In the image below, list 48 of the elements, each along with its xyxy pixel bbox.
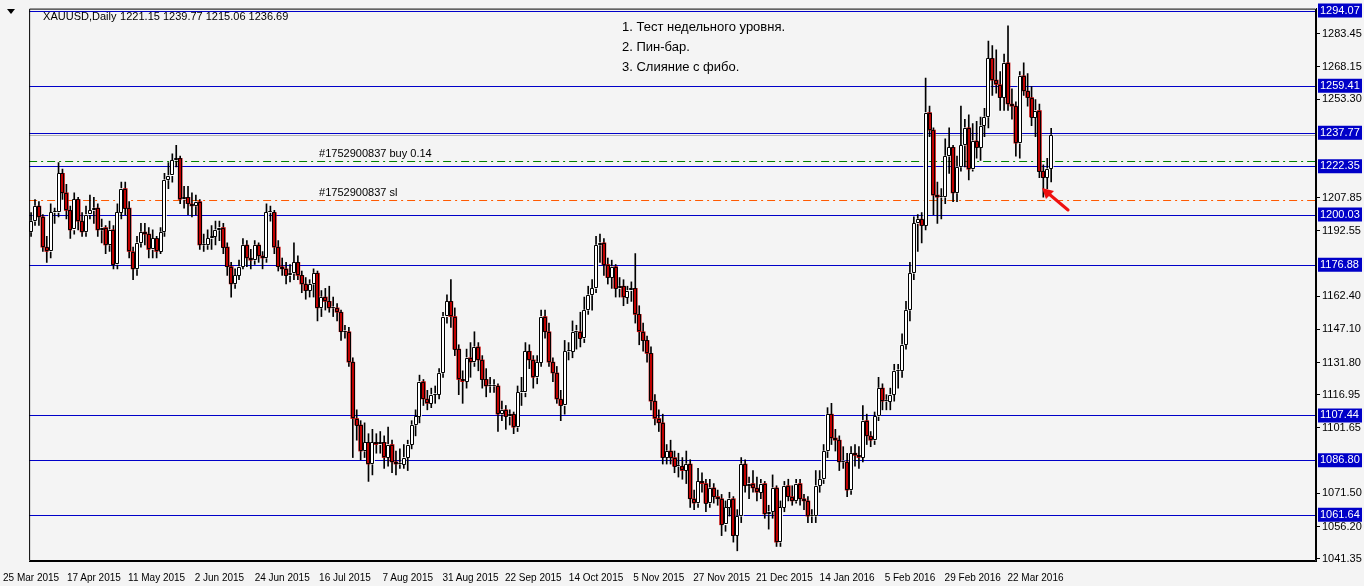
x-tick-label: 25 Mar 2015 <box>3 571 60 583</box>
x-tick-label: 5 Feb 2016 <box>884 571 936 583</box>
x-tick-label: 7 Aug 2015 <box>382 571 434 583</box>
ref-line-label: #1752900837 sl <box>319 186 398 199</box>
ref-line-label: 1222.35 <box>1320 159 1360 172</box>
ref-line-label: 1237.77 <box>1320 125 1360 138</box>
y-tick-label: 1207.85 <box>1322 190 1362 203</box>
annotation: 3. Слияние с фибо. <box>622 58 740 74</box>
x-tick-label: 22 Sep 2015 <box>504 571 563 583</box>
x-tick-label: 24 Jun 2015 <box>254 571 311 583</box>
y-tick-label: 1268.15 <box>1322 59 1362 72</box>
chart-subtitle: 1221.15 1239.77 1215.06 1236.69 <box>120 9 289 22</box>
x-tick-label: 17 Apr 2015 <box>66 571 122 583</box>
ref-line-label: 1061.64 <box>1320 507 1360 520</box>
y-tick-label: 1147.10 <box>1322 322 1361 335</box>
x-tick-label: 2 Jun 2015 <box>194 571 245 583</box>
chart-title: XAUUSD,Daily <box>43 9 117 22</box>
y-tick-label: 1283.45 <box>1322 26 1362 39</box>
y-tick-label: 1101.65 <box>1322 420 1361 433</box>
x-tick-label: 5 Nov 2015 <box>633 571 685 583</box>
y-tick-label: 1131.80 <box>1322 355 1361 368</box>
annotation: 2. Пин-бар. <box>622 38 690 54</box>
y-tick-label: 1056.20 <box>1322 519 1362 532</box>
x-tick-label: 14 Oct 2015 <box>568 571 624 583</box>
annotation: 1. Тест недельного уровня. <box>622 18 786 34</box>
y-tick-label: 1041.35 <box>1322 551 1362 564</box>
x-tick-label: 22 Mar 2016 <box>1007 571 1064 583</box>
x-tick-label: 11 May 2015 <box>128 571 186 583</box>
ref-line-label: 1294.07 <box>1320 3 1360 16</box>
y-tick-label: 1071.50 <box>1322 486 1362 499</box>
x-tick-label: 27 Nov 2015 <box>693 571 751 583</box>
ref-line-label: #1752900837 buy 0.14 <box>319 147 432 160</box>
ref-line-label: 1086.80 <box>1320 453 1360 466</box>
x-tick-label: 14 Jan 2016 <box>819 571 876 583</box>
candlestick <box>185 186 191 215</box>
ref-line-label: 1176.88 <box>1320 257 1359 270</box>
ref-line-label: 1200.03 <box>1320 207 1360 220</box>
y-tick-label: 1116.95 <box>1322 387 1361 400</box>
y-tick-label: 1192.55 <box>1322 223 1361 236</box>
candlestick <box>507 409 513 426</box>
ref-line-label: 1259.41 <box>1320 78 1360 91</box>
x-tick-label: 31 Aug 2015 <box>442 571 500 583</box>
x-tick-label: 29 Feb 2016 <box>944 571 1002 583</box>
y-tick-label: 1162.40 <box>1322 289 1361 302</box>
x-tick-label: 21 Dec 2015 <box>756 571 814 583</box>
ref-line-label: 1107.44 <box>1320 408 1359 421</box>
y-tick-label: 1253.30 <box>1322 92 1362 105</box>
x-tick-label: 16 Jul 2015 <box>319 571 372 583</box>
